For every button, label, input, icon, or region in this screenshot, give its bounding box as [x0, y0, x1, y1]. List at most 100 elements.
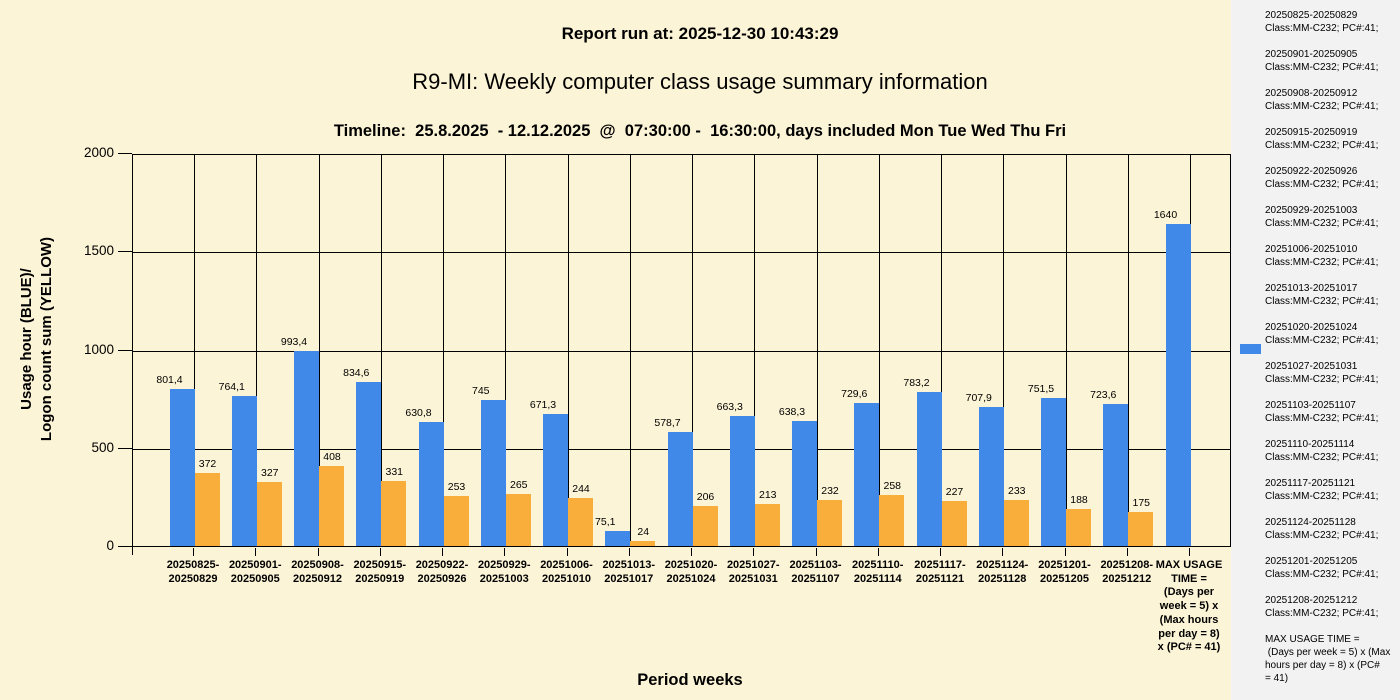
- x-tick-label-12: 20251117- 20251121: [914, 559, 966, 585]
- gridline-v-15: [1127, 155, 1129, 546]
- x-tick-label-7: 20251013- 20251017: [602, 559, 656, 585]
- gridline-v-8: [692, 155, 693, 546]
- usage-bar-20251006: [543, 414, 568, 546]
- usage-bar-20251208: [1103, 403, 1129, 546]
- usage-value-label: 1640: [1153, 208, 1178, 221]
- y-axis-title: Usage hour (BLUE)/ Logon count sum (YELL…: [18, 236, 55, 442]
- y-tick-2000: [118, 153, 132, 154]
- usage-bar-20250908: [294, 350, 319, 546]
- gridline-v-11: [878, 155, 880, 546]
- usage-bar-20250915: [356, 382, 382, 546]
- usage-value-label: 764,1: [218, 380, 245, 393]
- logon-bar-20251124: [1003, 500, 1029, 546]
- logon-value-label: 258: [883, 480, 902, 493]
- usage-bar-20251201: [1041, 398, 1066, 546]
- usage-value-label: 751,5: [1027, 383, 1055, 396]
- usage-value-label: 638,3: [778, 405, 806, 418]
- x-tick-9: [753, 548, 755, 556]
- usage-value-label: 671,3: [529, 399, 557, 412]
- x-tick-0: [193, 548, 194, 556]
- usage-value-label: 783,2: [903, 377, 930, 390]
- usage-value-label: 834,6: [343, 367, 370, 379]
- gridline-v-14: [1065, 155, 1067, 546]
- logon-bar-20251117: [941, 501, 967, 546]
- y-tick-label-2000: 2000: [83, 145, 114, 160]
- y-tick-label-1000: 1000: [83, 341, 114, 357]
- usage-value-label: 729,6: [841, 387, 868, 400]
- legend-series-marker: [1239, 344, 1261, 354]
- logon-bar-20250825: [194, 472, 220, 546]
- gridline-v-9: [754, 155, 756, 546]
- logon-value-label: 372: [198, 457, 217, 470]
- x-tick-1: [255, 548, 257, 556]
- x-tick-13: [1002, 548, 1004, 556]
- logon-bar-20251208: [1128, 511, 1154, 546]
- usage-bar-20251124: [978, 406, 1004, 546]
- logon-value-label: 244: [572, 483, 590, 496]
- x-tick-4: [442, 548, 443, 556]
- usage-bar-MAX USAGE: [1165, 223, 1191, 546]
- x-tick-label-2: 20250908- 20250912: [291, 559, 344, 585]
- report-run-timestamp: Report run at: 2025-12-30 10:43:29: [561, 24, 839, 43]
- x-axis-title: Period weeks: [637, 671, 743, 689]
- logon-value-label: 188: [1070, 494, 1088, 507]
- logon-value-label: 227: [945, 486, 964, 499]
- x-tick-14: [1064, 548, 1066, 556]
- y-axis-bottom-stub: [132, 547, 133, 555]
- usage-bar-20251027: [729, 415, 755, 546]
- logon-value-label: 408: [323, 450, 341, 463]
- legend-entries: 20250825-20250829 Class:MM-C232; PC#:41;…: [1265, 9, 1391, 684]
- gridline-v-0: [194, 155, 195, 546]
- x-tick-label-5: 20250929- 20251003: [477, 559, 531, 585]
- logon-bar-20251006: [568, 498, 593, 546]
- x-tick-3: [379, 548, 381, 556]
- logon-value-label: 265: [509, 478, 528, 491]
- gridline-v-12: [941, 155, 942, 546]
- x-tick-label-1: 20250901- 20250905: [228, 559, 282, 585]
- usage-value-label: 578,7: [654, 417, 681, 430]
- x-tick-16: [1189, 548, 1190, 556]
- y-tick-1500: [118, 251, 132, 253]
- logon-bar-20251103: [817, 500, 842, 546]
- x-tick-label-8: 20251020- 20251024: [664, 559, 718, 585]
- logon-value-label: 327: [260, 466, 279, 479]
- gridline-v-5: [505, 155, 507, 546]
- x-tick-label-11: 20251110- 20251114: [852, 559, 904, 585]
- x-tick-11: [877, 548, 879, 556]
- x-tick-8: [691, 548, 692, 556]
- x-tick-label-4: 20250922- 20250926: [415, 559, 469, 585]
- gridline-h-1500: [133, 252, 1230, 254]
- y-tick-label-0: 0: [106, 538, 114, 553]
- x-tick-15: [1126, 548, 1128, 556]
- logon-bar-20250929: [505, 493, 531, 546]
- x-tick-2: [317, 548, 319, 556]
- gridline-v-13: [1003, 155, 1005, 546]
- x-tick-label-13: 20251124- 20251128: [976, 559, 1029, 585]
- usage-bar-20251103: [792, 420, 817, 546]
- usage-value-label: 745: [471, 384, 490, 397]
- gridline-v-3: [380, 155, 382, 546]
- x-tick-label-9: 20251027- 20251031: [726, 559, 780, 585]
- logon-value-label: 232: [821, 485, 839, 498]
- gridline-v-2: [318, 155, 320, 546]
- x-tick-label-16: MAX USAGE TIME = (Days per week = 5) x (…: [1155, 559, 1223, 654]
- usage-bar-20250929: [480, 399, 506, 546]
- usage-value-label: 993,4: [280, 335, 308, 348]
- usage-value-label: 707,9: [965, 391, 992, 404]
- usage-bar-20250922: [418, 422, 444, 546]
- logon-bar-20251027: [754, 504, 780, 546]
- chart-title: R9-MI: Weekly computer class usage summa…: [412, 69, 988, 94]
- logon-bar-20251110: [879, 495, 905, 546]
- logon-bar-20250915: [381, 480, 407, 546]
- logon-value-label: 253: [447, 481, 466, 494]
- logon-value-label: 175: [1132, 496, 1151, 509]
- gridline-v-7: [629, 155, 631, 546]
- y-tick-0: [118, 546, 132, 547]
- logon-bar-20251201: [1066, 509, 1091, 546]
- logon-value-label: 213: [758, 489, 777, 502]
- x-tick-label-10: 20251103- 20251107: [789, 559, 842, 585]
- usage-bar-20251117: [916, 392, 942, 546]
